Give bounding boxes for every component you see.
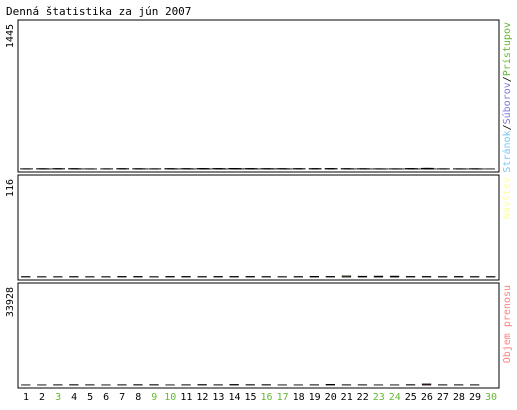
bar-visits-day-11 bbox=[182, 277, 191, 278]
bar-visits-day-25 bbox=[406, 277, 415, 278]
x-tick-label-22: 22 bbox=[357, 392, 369, 403]
bar-visits-day-19 bbox=[310, 276, 319, 277]
x-tick-label-30: 30 bbox=[485, 392, 497, 403]
x-tick-label-25: 25 bbox=[405, 392, 417, 403]
bar-transfer-day-20 bbox=[326, 384, 335, 385]
x-tick-label-6: 6 bbox=[103, 392, 109, 403]
x-tick-label-17: 17 bbox=[277, 392, 289, 403]
x-tick-label-9: 9 bbox=[151, 392, 157, 403]
ymax-label-visits: 116 bbox=[5, 179, 16, 197]
x-tick-label-11: 11 bbox=[180, 392, 192, 403]
x-tick-label-28: 28 bbox=[453, 392, 465, 403]
x-tick-label-23: 23 bbox=[373, 392, 385, 403]
x-tick-label-4: 4 bbox=[71, 392, 77, 403]
bar-visits-day-28 bbox=[454, 277, 463, 278]
bar-visits-day-24 bbox=[390, 276, 399, 277]
legend-entry-prístupov: Prístupov bbox=[501, 22, 513, 76]
x-tick-label-3: 3 bbox=[55, 392, 61, 403]
legend-traffic: Stránok/Súborov/Prístupov bbox=[501, 22, 513, 173]
x-tick-label-14: 14 bbox=[228, 392, 240, 403]
x-tick-label-1: 1 bbox=[23, 392, 29, 403]
x-tick-label-27: 27 bbox=[437, 392, 449, 403]
x-tick-label-20: 20 bbox=[325, 392, 337, 403]
x-tick-label-16: 16 bbox=[260, 392, 272, 403]
x-tick-label-5: 5 bbox=[87, 392, 93, 403]
x-tick-label-24: 24 bbox=[389, 392, 401, 403]
bar-visits-day-10 bbox=[166, 277, 175, 278]
bar-visits-day-26 bbox=[422, 277, 431, 278]
x-tick-label-26: 26 bbox=[421, 392, 433, 403]
legend-entry-objem-prenosu: Objem prenosu bbox=[502, 285, 513, 363]
panel-border-visits bbox=[18, 175, 499, 280]
x-tick-label-19: 19 bbox=[309, 392, 321, 403]
x-tick-label-7: 7 bbox=[119, 392, 125, 403]
ymax-label-transfer: 33928 bbox=[5, 287, 16, 317]
bar-visits-day-7 bbox=[118, 277, 127, 278]
legend-entry-súborov: Súborov bbox=[501, 82, 513, 124]
x-tick-label-2: 2 bbox=[39, 392, 45, 403]
x-tick-label-15: 15 bbox=[244, 392, 256, 403]
x-tick-label-13: 13 bbox=[212, 392, 224, 403]
legend-visits: Návštev bbox=[501, 177, 513, 219]
bar-visits-day-22 bbox=[358, 276, 367, 277]
panel-border-traffic bbox=[18, 20, 499, 172]
legend-transfer: Objem prenosu bbox=[502, 285, 513, 363]
bar-visits-day-13 bbox=[214, 277, 223, 278]
legend-entry-návštev: Návštev bbox=[501, 177, 513, 219]
ymax-label-traffic: 1445 bbox=[5, 24, 16, 48]
x-tick-label-8: 8 bbox=[135, 392, 141, 403]
x-tick-label-10: 10 bbox=[164, 392, 176, 403]
bar-visits-day-14 bbox=[230, 277, 239, 278]
x-tick-label-12: 12 bbox=[196, 392, 208, 403]
panel-border-transfer bbox=[18, 283, 499, 388]
bar-visits-day-20 bbox=[326, 277, 335, 278]
bar-transfer-day-14 bbox=[230, 385, 239, 386]
x-tick-label-21: 21 bbox=[341, 392, 353, 403]
legend-entry-stránok: Stránok bbox=[501, 130, 513, 172]
bar-transfer-day-26 bbox=[422, 384, 431, 385]
bar-visits-day-8 bbox=[134, 277, 143, 278]
chart-title: Denná štatistika za jún 2007 bbox=[6, 5, 191, 18]
x-tick-label-18: 18 bbox=[293, 392, 305, 403]
x-tick-label-29: 29 bbox=[469, 392, 481, 403]
bar-visits-day-15 bbox=[246, 277, 255, 278]
bar-visits-day-21 bbox=[342, 276, 351, 277]
bar-visits-day-23 bbox=[374, 276, 383, 277]
